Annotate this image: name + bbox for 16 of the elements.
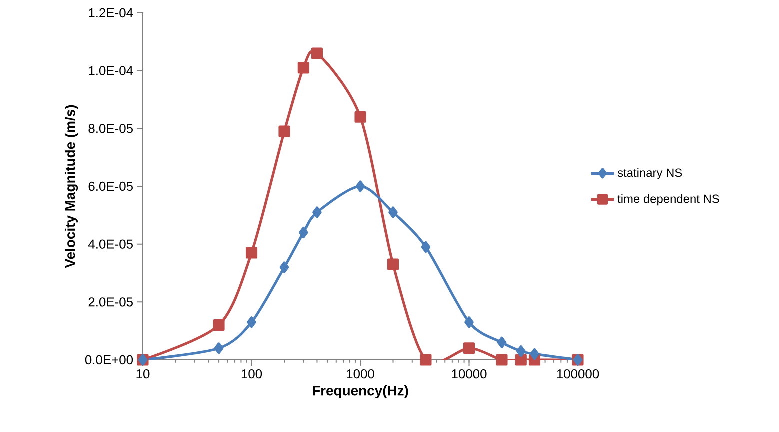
legend-label: time dependent NS — [618, 194, 720, 206]
y-axis-title: Velocity Magnitude (m/s) — [64, 105, 78, 268]
y-tick-label: 1.0E-04 — [89, 66, 134, 76]
x-tick-label: 10 — [136, 369, 150, 379]
x-axis-title: Frequency(Hz) — [313, 386, 408, 399]
y-tick-label: 6.0E-05 — [88, 182, 133, 192]
y-tick-label: 8.0E-05 — [88, 124, 133, 134]
y-tick-label: 1.2E-04 — [89, 8, 134, 18]
x-tick-label: 100 — [242, 369, 262, 379]
legend-label: statinary NS — [618, 168, 682, 180]
y-tick-label: 0.0E+00 — [85, 355, 134, 365]
x-tick-label: 10000 — [452, 369, 487, 379]
x-tick-label: 100000 — [557, 369, 600, 379]
y-tick-label: 2.0E-05 — [88, 298, 133, 307]
x-tick-label: 1000 — [347, 369, 374, 379]
y-tick-label: 4.0E-05 — [88, 240, 133, 249]
